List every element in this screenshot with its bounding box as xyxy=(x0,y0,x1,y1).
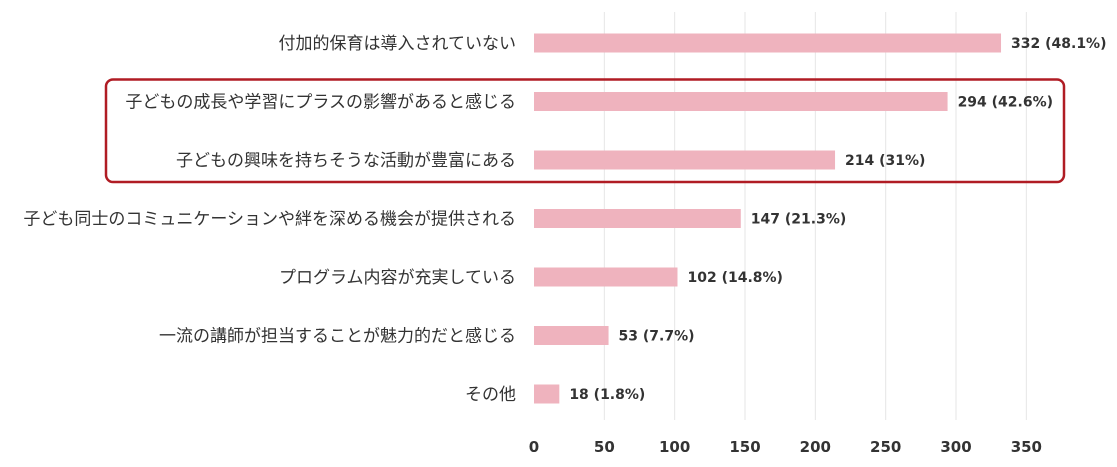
x-tick-label: 50 xyxy=(594,438,615,456)
category-label: プログラム内容が充実している xyxy=(279,268,516,288)
x-tick-label: 250 xyxy=(870,438,901,456)
category-label: その他 xyxy=(465,385,516,405)
data-label: 214 (31%) xyxy=(845,153,925,169)
bar xyxy=(534,33,1002,53)
highlight-layer xyxy=(104,78,1066,184)
bar xyxy=(534,326,609,345)
x-tick-label: 300 xyxy=(940,438,971,456)
x-tick-label: 100 xyxy=(659,438,690,456)
data-label: 53 (7.7%) xyxy=(619,329,695,345)
bar xyxy=(534,92,948,111)
highlight-box xyxy=(104,78,1066,184)
data-label: 332 (48.1%) xyxy=(1011,36,1106,52)
category-label: 子どもの興味を持ちそうな活動が豊富にある xyxy=(176,151,516,171)
x-tick-label: 150 xyxy=(729,438,760,456)
label-layer: 付加的保育は導入されていない 332 (48.1%) 子どもの成長や学習にプラスの影… xyxy=(23,34,1106,405)
bar xyxy=(534,384,560,404)
category-label: 子どもの成長や学習にプラスの影響があると感じる xyxy=(125,93,516,113)
bar-layer xyxy=(534,33,1002,404)
data-label: 102 (14.8%) xyxy=(687,270,782,286)
category-label: 一流の講師が担当することが魅力的だと感じる xyxy=(159,327,516,347)
data-label: 294 (42.6%) xyxy=(958,95,1053,111)
data-label: 147 (21.3%) xyxy=(751,212,846,228)
x-tick-label: 200 xyxy=(800,438,831,456)
data-label: 18 (1.8%) xyxy=(569,387,645,403)
category-label: 子ども同士のコミュニケーションや絆を深める機会が提供される xyxy=(23,210,516,230)
x-axis-ticks: 0 50 100 150 200 250 300 350 xyxy=(529,438,1042,456)
x-tick-label: 350 xyxy=(1011,438,1042,456)
bar xyxy=(534,150,836,170)
bar xyxy=(534,209,741,228)
bar xyxy=(534,267,678,287)
category-label: 付加的保育は導入されていない xyxy=(279,34,517,54)
x-tick-label: 0 xyxy=(529,438,539,456)
